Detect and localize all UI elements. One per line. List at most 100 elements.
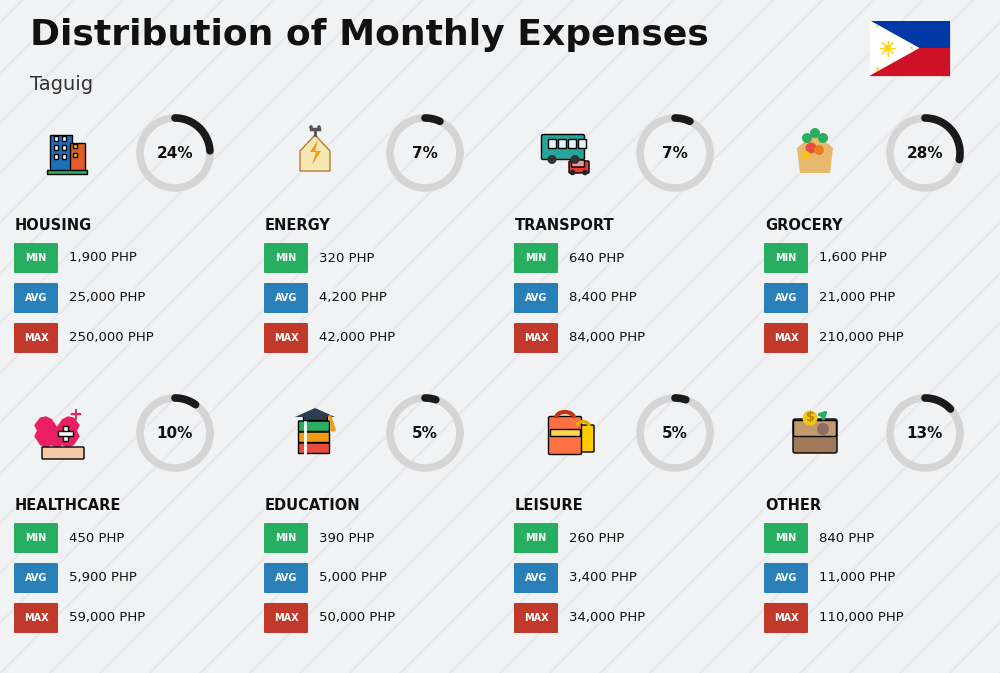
Text: 21,000 PHP: 21,000 PHP bbox=[819, 291, 895, 304]
Text: 24%: 24% bbox=[157, 145, 193, 160]
FancyBboxPatch shape bbox=[578, 139, 586, 148]
FancyBboxPatch shape bbox=[14, 283, 58, 313]
Text: MAX: MAX bbox=[524, 613, 548, 623]
Text: 110,000 PHP: 110,000 PHP bbox=[819, 612, 904, 625]
FancyBboxPatch shape bbox=[764, 563, 808, 593]
Circle shape bbox=[548, 155, 556, 164]
Text: MIN: MIN bbox=[525, 253, 547, 263]
Circle shape bbox=[802, 411, 818, 425]
FancyBboxPatch shape bbox=[514, 243, 558, 273]
Circle shape bbox=[317, 125, 321, 129]
Text: EDUCATION: EDUCATION bbox=[265, 498, 361, 513]
Text: MIN: MIN bbox=[275, 533, 297, 543]
FancyBboxPatch shape bbox=[264, 563, 308, 593]
Text: MIN: MIN bbox=[25, 253, 47, 263]
Text: 260 PHP: 260 PHP bbox=[569, 532, 624, 544]
FancyBboxPatch shape bbox=[62, 136, 66, 141]
FancyBboxPatch shape bbox=[558, 139, 566, 148]
FancyBboxPatch shape bbox=[548, 139, 556, 148]
Text: MAX: MAX bbox=[24, 333, 48, 343]
FancyBboxPatch shape bbox=[14, 243, 58, 273]
Circle shape bbox=[818, 133, 828, 143]
Text: AVG: AVG bbox=[775, 573, 797, 583]
Text: MAX: MAX bbox=[24, 613, 48, 623]
Text: 1,600 PHP: 1,600 PHP bbox=[819, 252, 887, 264]
FancyBboxPatch shape bbox=[14, 563, 58, 593]
Text: 390 PHP: 390 PHP bbox=[319, 532, 374, 544]
Text: MIN: MIN bbox=[775, 533, 797, 543]
Text: +: + bbox=[68, 406, 82, 424]
Text: ENERGY: ENERGY bbox=[265, 218, 331, 233]
Polygon shape bbox=[310, 140, 321, 165]
Text: 320 PHP: 320 PHP bbox=[319, 252, 374, 264]
Text: 1,900 PHP: 1,900 PHP bbox=[69, 252, 137, 264]
FancyBboxPatch shape bbox=[14, 323, 58, 353]
Text: 250,000 PHP: 250,000 PHP bbox=[69, 332, 154, 345]
Text: Distribution of Monthly Expenses: Distribution of Monthly Expenses bbox=[30, 18, 709, 52]
FancyBboxPatch shape bbox=[303, 414, 327, 420]
Polygon shape bbox=[295, 408, 335, 417]
FancyBboxPatch shape bbox=[514, 523, 558, 553]
FancyBboxPatch shape bbox=[298, 443, 329, 454]
FancyBboxPatch shape bbox=[514, 603, 558, 633]
FancyBboxPatch shape bbox=[298, 421, 329, 431]
FancyBboxPatch shape bbox=[764, 523, 808, 553]
Circle shape bbox=[802, 133, 812, 143]
FancyBboxPatch shape bbox=[793, 419, 837, 453]
Text: 5,900 PHP: 5,900 PHP bbox=[69, 571, 137, 584]
FancyBboxPatch shape bbox=[870, 20, 950, 75]
Polygon shape bbox=[797, 133, 833, 173]
Polygon shape bbox=[300, 135, 330, 171]
FancyBboxPatch shape bbox=[54, 136, 58, 141]
Text: 3,400 PHP: 3,400 PHP bbox=[569, 571, 637, 584]
Circle shape bbox=[806, 143, 816, 153]
Text: 10%: 10% bbox=[157, 425, 193, 441]
Text: Taguig: Taguig bbox=[30, 75, 93, 94]
Text: LEISURE: LEISURE bbox=[515, 498, 584, 513]
Text: MAX: MAX bbox=[774, 613, 798, 623]
Text: 210,000 PHP: 210,000 PHP bbox=[819, 332, 904, 345]
Text: 25,000 PHP: 25,000 PHP bbox=[69, 291, 145, 304]
Text: MAX: MAX bbox=[524, 333, 548, 343]
FancyBboxPatch shape bbox=[72, 144, 76, 148]
FancyBboxPatch shape bbox=[264, 523, 308, 553]
Text: AVG: AVG bbox=[525, 293, 547, 303]
FancyBboxPatch shape bbox=[62, 154, 66, 159]
FancyBboxPatch shape bbox=[514, 563, 558, 593]
FancyBboxPatch shape bbox=[764, 323, 808, 353]
FancyBboxPatch shape bbox=[569, 161, 589, 173]
Text: 640 PHP: 640 PHP bbox=[569, 252, 624, 264]
FancyBboxPatch shape bbox=[542, 135, 584, 160]
Text: ★: ★ bbox=[909, 46, 914, 50]
Text: 5%: 5% bbox=[662, 425, 688, 441]
FancyBboxPatch shape bbox=[264, 603, 308, 633]
Text: AVG: AVG bbox=[275, 293, 297, 303]
FancyBboxPatch shape bbox=[63, 426, 68, 441]
Text: 7%: 7% bbox=[662, 145, 688, 160]
Text: 11,000 PHP: 11,000 PHP bbox=[819, 571, 895, 584]
FancyBboxPatch shape bbox=[54, 154, 58, 159]
FancyBboxPatch shape bbox=[764, 603, 808, 633]
FancyBboxPatch shape bbox=[47, 170, 87, 174]
Text: ★: ★ bbox=[875, 24, 879, 29]
Text: OTHER: OTHER bbox=[765, 498, 821, 513]
FancyBboxPatch shape bbox=[58, 431, 73, 436]
FancyBboxPatch shape bbox=[764, 243, 808, 273]
Circle shape bbox=[330, 426, 336, 432]
FancyBboxPatch shape bbox=[572, 425, 594, 452]
FancyBboxPatch shape bbox=[72, 153, 76, 157]
Text: AVG: AVG bbox=[775, 293, 797, 303]
FancyBboxPatch shape bbox=[264, 243, 308, 273]
Polygon shape bbox=[870, 20, 920, 75]
Text: AVG: AVG bbox=[25, 573, 47, 583]
FancyBboxPatch shape bbox=[568, 139, 576, 148]
Text: MAX: MAX bbox=[274, 333, 298, 343]
Text: MAX: MAX bbox=[274, 613, 298, 623]
Text: AVG: AVG bbox=[525, 573, 547, 583]
FancyBboxPatch shape bbox=[764, 283, 808, 313]
Text: MIN: MIN bbox=[25, 533, 47, 543]
Text: 8,400 PHP: 8,400 PHP bbox=[569, 291, 637, 304]
Circle shape bbox=[570, 155, 580, 164]
FancyBboxPatch shape bbox=[14, 523, 58, 553]
FancyBboxPatch shape bbox=[54, 145, 58, 150]
